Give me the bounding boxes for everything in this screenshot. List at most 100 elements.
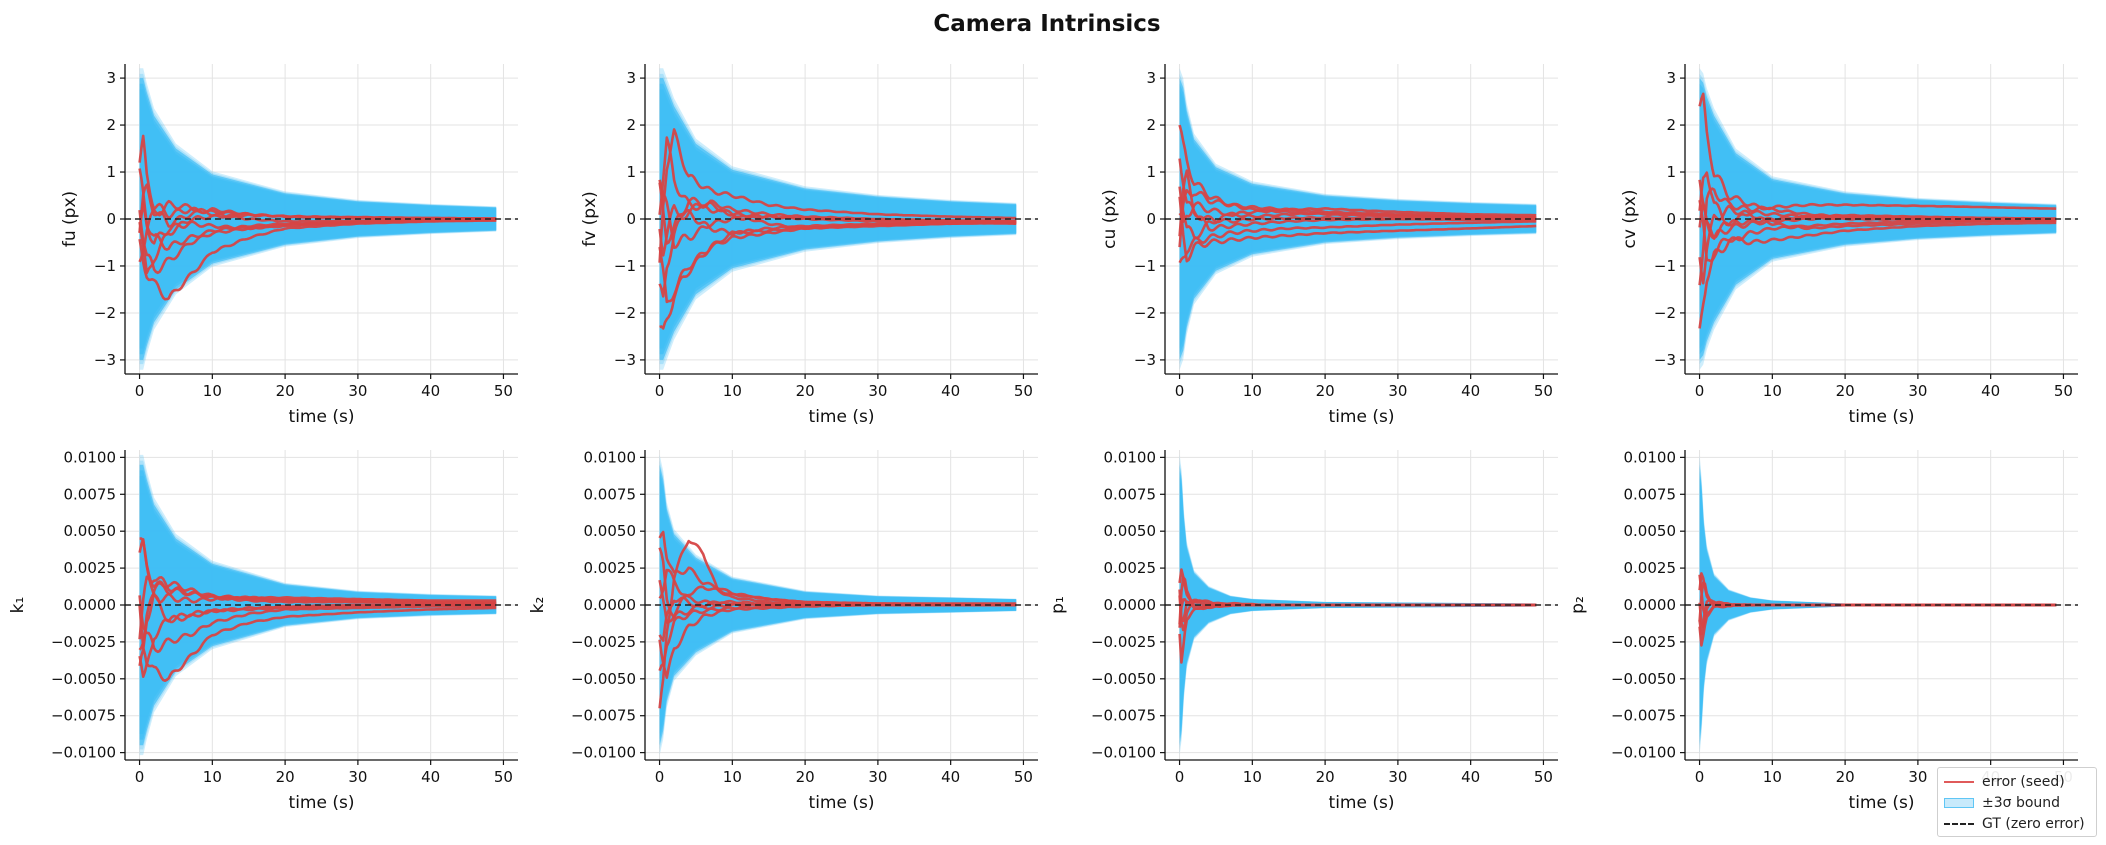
legend-label-bound: ±3σ bound <box>1982 794 2061 811</box>
y-tick-label: 0.0100 <box>1624 448 1677 466</box>
y-tick-label: −2 <box>1134 304 1156 322</box>
y-tick-label: −0.0075 <box>1611 707 1676 725</box>
y-tick-label: −1 <box>1134 257 1156 275</box>
y-tick-label: −0.0075 <box>1091 707 1156 725</box>
y-tick-label: 0 <box>1146 210 1156 228</box>
y-tick-label: 0 <box>106 210 116 228</box>
y-tick-label: −0.0025 <box>51 633 116 651</box>
y-tick-label: −0.0050 <box>1091 670 1156 688</box>
subplot-4: 0 10 20 30 40 50 −3 −2 −1 0 1 2 3 time (s) cv (px) <box>1620 64 2078 427</box>
x-tick-label: 30 <box>868 382 887 400</box>
y-axis-label: p₂ <box>1568 596 1588 614</box>
x-axis-label: time (s) <box>289 407 355 427</box>
y-tick-label: 0.0050 <box>584 522 637 540</box>
y-tick-label: 0.0050 <box>1624 522 1677 540</box>
error-series-8 <box>658 199 1017 298</box>
y-tick-label: 3 <box>626 69 636 87</box>
x-tick-label: 20 <box>796 768 815 786</box>
y-tick-label: 2 <box>1146 116 1156 134</box>
x-tick-label: 10 <box>1763 768 1782 786</box>
y-tick-label: −0.0100 <box>1091 744 1156 762</box>
y-tick-label: 1 <box>106 163 116 181</box>
x-tick-label: 40 <box>1981 382 2000 400</box>
y-axis-label: fu (px) <box>60 191 80 247</box>
y-tick-label: 0 <box>626 210 636 228</box>
y-tick-label: 0.0075 <box>584 485 637 503</box>
x-axis-label: time (s) <box>1849 407 1915 427</box>
x-tick-label: 30 <box>1908 768 1927 786</box>
x-tick-label: 50 <box>1534 768 1553 786</box>
y-tick-label: 3 <box>106 69 116 87</box>
y-tick-label: −0.0075 <box>51 707 116 725</box>
y-tick-label: −3 <box>94 351 116 369</box>
x-tick-label: 20 <box>1836 768 1855 786</box>
y-tick-label: −0.0025 <box>571 633 636 651</box>
legend-entry-gt: GT (zero error) <box>1944 813 2090 834</box>
y-tick-label: 0.0025 <box>1104 559 1157 577</box>
y-tick-label: −2 <box>614 304 636 322</box>
y-tick-label: 0.0100 <box>64 448 117 466</box>
x-tick-label: 10 <box>1243 768 1262 786</box>
x-axis-label: time (s) <box>809 407 875 427</box>
y-tick-label: −0.0050 <box>571 670 636 688</box>
y-tick-label: 0.0000 <box>1104 596 1157 614</box>
x-tick-label: 20 <box>1316 382 1335 400</box>
subplot-3: 0 10 20 30 40 50 −3 −2 −1 0 1 2 3 time (s) cu (px) <box>1100 64 1558 427</box>
x-tick-label: 0 <box>1695 768 1705 786</box>
x-tick-label: 10 <box>203 382 222 400</box>
y-tick-label: 0 <box>1666 210 1676 228</box>
y-tick-label: −2 <box>1654 304 1676 322</box>
x-tick-label: 40 <box>941 768 960 786</box>
error-series-3 <box>1178 186 1537 240</box>
x-axis-label: time (s) <box>1849 793 1915 813</box>
x-tick-label: 50 <box>2054 382 2073 400</box>
y-tick-label: 3 <box>1666 69 1676 87</box>
y-tick-label: 2 <box>106 116 116 134</box>
error-series-4 <box>1698 199 2057 263</box>
y-tick-label: 1 <box>1146 163 1156 181</box>
legend-entry-error: error (seed) <box>1944 771 2090 792</box>
y-axis-label: k₁ <box>8 597 28 614</box>
y-tick-label: 0.0000 <box>1624 596 1677 614</box>
y-tick-label: −3 <box>1654 351 1676 369</box>
y-tick-label: −0.0100 <box>51 744 116 762</box>
y-tick-label: −0.0100 <box>571 744 636 762</box>
x-tick-label: 30 <box>1388 768 1407 786</box>
x-tick-label: 10 <box>203 768 222 786</box>
error-series-6 <box>138 592 497 651</box>
x-tick-label: 10 <box>723 382 742 400</box>
error-series-8 <box>1178 201 1537 223</box>
y-tick-label: 0.0000 <box>584 596 637 614</box>
y-tick-label: −0.0100 <box>1611 744 1676 762</box>
error-series-8 <box>1698 201 2057 240</box>
y-tick-label: −1 <box>614 257 636 275</box>
error-series-8 <box>138 580 497 667</box>
legend-label-error: error (seed) <box>1982 773 2065 790</box>
x-tick-label: 40 <box>421 382 440 400</box>
y-axis-label: cu (px) <box>1100 189 1120 249</box>
error-series-3 <box>1698 187 2057 286</box>
y-tick-label: 0.0050 <box>64 522 117 540</box>
error-series-7 <box>138 213 497 275</box>
y-tick-label: 0.0050 <box>1104 522 1157 540</box>
y-tick-label: 0.0025 <box>584 559 637 577</box>
y-tick-label: 2 <box>626 116 636 134</box>
x-tick-label: 0 <box>135 768 145 786</box>
y-tick-label: −0.0025 <box>1611 633 1676 651</box>
y-tick-label: 0.0075 <box>64 485 117 503</box>
y-tick-label: −3 <box>1134 351 1156 369</box>
figure-title: Camera Intrinsics <box>933 11 1160 37</box>
legend-entry-bound: ±3σ bound <box>1944 792 2090 813</box>
subplot-2: 0 10 20 30 40 50 −3 −2 −1 0 1 2 3 time (s) fv (px) <box>580 64 1038 427</box>
error-series-2 <box>1178 220 1537 264</box>
legend: error (seed) ±3σ bound GT (zero error) <box>1937 767 2097 837</box>
error-series-2 <box>138 606 497 683</box>
y-tick-label: 0.0025 <box>1624 559 1677 577</box>
x-tick-label: 20 <box>276 382 295 400</box>
y-tick-label: −0.0050 <box>1611 670 1676 688</box>
x-tick-label: 40 <box>1461 382 1480 400</box>
x-tick-label: 0 <box>135 382 145 400</box>
x-tick-label: 20 <box>1316 768 1335 786</box>
x-tick-label: 0 <box>655 382 665 400</box>
x-tick-label: 50 <box>494 382 513 400</box>
